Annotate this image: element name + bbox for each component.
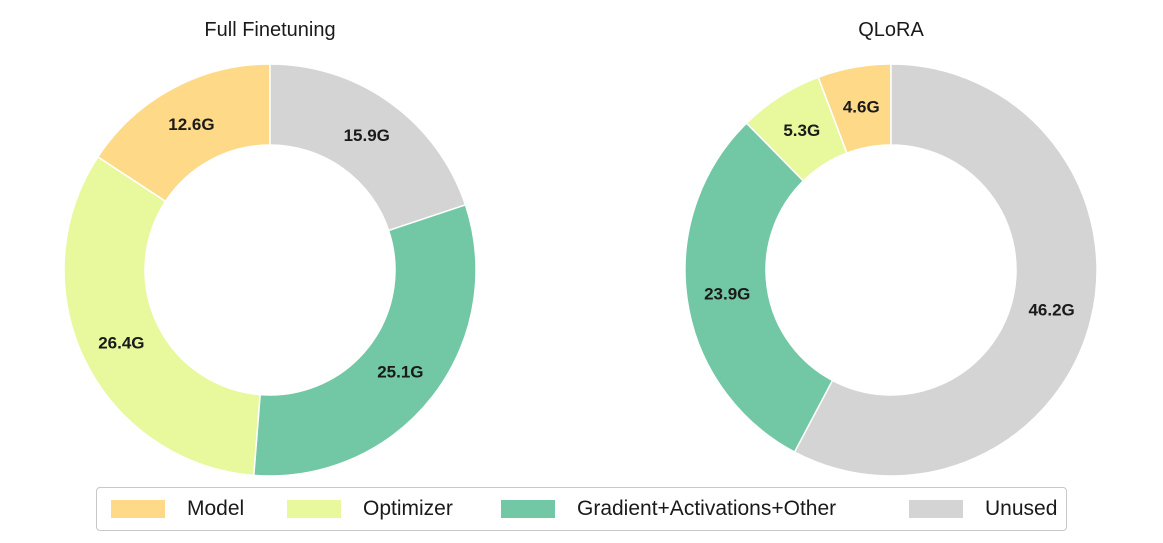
legend-item-optimizer: Optimizer [287,488,453,530]
slice-label: 5.3G [783,121,820,140]
slice-label: 25.1G [377,362,423,381]
legend-label: Gradient+Activations+Other [577,497,837,520]
chart-title: Full Finetuning [204,19,335,41]
slice-label: 23.9G [704,284,750,303]
slice-unused [793,63,1098,477]
slice-label: 46.2G [1028,300,1074,319]
chart-title: QLoRA [858,19,924,41]
slice-unused [269,63,467,232]
legend-item-unused: Unused [909,488,1057,530]
slice-gradient-activations-other [253,203,477,477]
slice-labels: 12.6G 26.4G 25.1G 15.9G [98,115,423,382]
legend: Model Optimizer Gradient+Activations+Oth… [96,487,1067,531]
legend-item-gradient-activations-other: Gradient+Activations+Other [501,488,836,530]
legend-label: Model [187,497,245,520]
slice-label: 26.4G [98,333,144,352]
slice-gradient-activations-other [684,122,834,454]
chart-full-finetuning: Full Finetuning 12.6G 26.4G 25.1G 15.9G [63,19,477,477]
chart-qlora: QLoRA 4.6G 5.3G 23.9G 46.2G [684,19,1098,477]
slice-label: 15.9G [344,126,390,145]
legend-label: Optimizer [363,497,453,520]
legend-swatch [501,500,555,518]
legend-swatch [111,500,165,518]
slice-optimizer [63,155,261,477]
legend-label: Unused [985,497,1058,520]
legend-item-model: Model [111,488,244,530]
slice-label: 4.6G [843,98,880,117]
legend-swatch [287,500,341,518]
legend-swatch [909,500,963,518]
slice-label: 12.6G [168,115,214,134]
slice-labels: 4.6G 5.3G 23.9G 46.2G [704,98,1075,320]
